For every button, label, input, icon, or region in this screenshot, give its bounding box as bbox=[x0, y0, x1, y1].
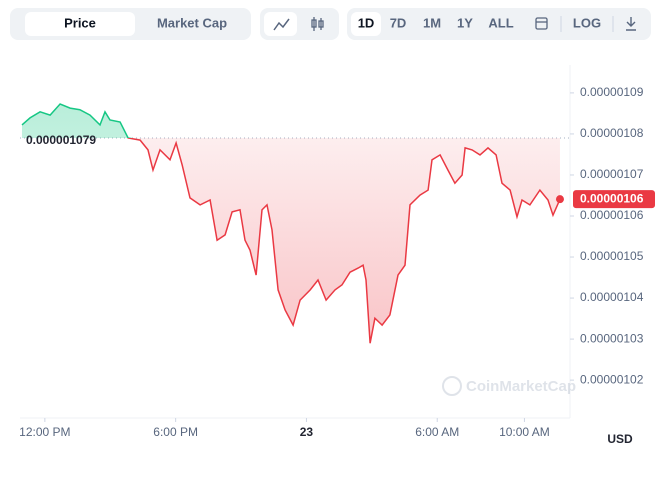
watermark-text: CoinMarketCap bbox=[466, 378, 576, 395]
area-up bbox=[21, 104, 560, 139]
current-price-box bbox=[573, 190, 655, 209]
y-tick-label: 0.00000108 bbox=[580, 126, 644, 140]
x-tick-label: 6:00 AM bbox=[415, 425, 459, 439]
current-dot bbox=[555, 195, 564, 204]
range-button[interactable]: 1Y bbox=[457, 15, 473, 30]
y-tick-label: 0.00000102 bbox=[580, 372, 644, 386]
y-tick-label: 0.00000106 bbox=[580, 208, 644, 222]
x-tick-label: 10:00 AM bbox=[499, 425, 550, 439]
x-tick-label: 23 bbox=[300, 425, 314, 439]
y-tick-label: 0.00000105 bbox=[580, 249, 644, 263]
y-tick-label: 0.00000103 bbox=[580, 331, 644, 345]
range-selected bbox=[351, 12, 381, 36]
calendar-button[interactable] bbox=[535, 17, 548, 30]
watermark: CoinMarketCap bbox=[442, 376, 576, 396]
range-button[interactable]: 1D bbox=[358, 15, 375, 30]
y-tick-label: 0.00000109 bbox=[580, 85, 644, 99]
current-price-label: 0.00000106 bbox=[580, 191, 644, 205]
tab-price[interactable]: Price bbox=[64, 15, 96, 30]
x-tick-label: 6:00 PM bbox=[153, 425, 198, 439]
tab-selected bbox=[25, 12, 135, 36]
range-button[interactable]: 1M bbox=[423, 15, 441, 30]
reference-label: 0.000001079 bbox=[26, 133, 96, 147]
currency: USD bbox=[607, 432, 633, 446]
area-down bbox=[128, 138, 560, 344]
candle-button[interactable] bbox=[311, 17, 324, 31]
tab-market-cap[interactable]: Market Cap bbox=[157, 15, 227, 30]
y-tick-label: 0.00000107 bbox=[580, 167, 644, 181]
log-button[interactable]: LOG bbox=[573, 15, 601, 30]
price-line-down bbox=[127, 138, 561, 344]
line-icon bbox=[273, 18, 290, 31]
range-group bbox=[347, 8, 651, 40]
download-button[interactable] bbox=[626, 17, 636, 31]
y-tick-label: 0.00000104 bbox=[580, 290, 644, 304]
range-button[interactable]: 7D bbox=[390, 15, 407, 30]
range-button[interactable]: ALL bbox=[488, 15, 513, 30]
x-tick-label: 12:00 PM bbox=[19, 425, 70, 439]
